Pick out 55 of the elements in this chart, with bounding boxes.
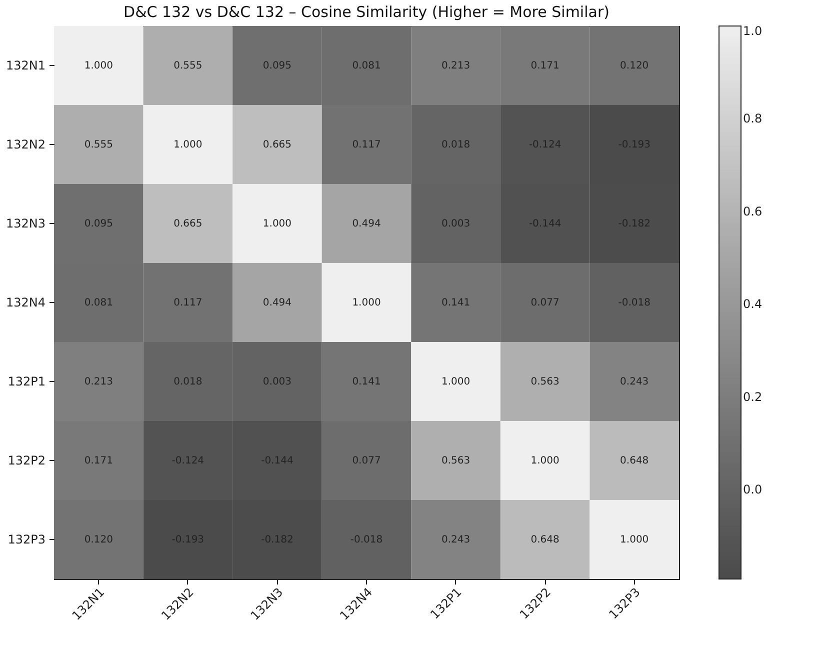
y-tick-label: 132P1 [8,374,46,388]
data-label: 0.077 [530,298,560,308]
data-label: 0.171 [530,60,560,72]
data-label: 0.665 [174,218,202,230]
data-label: 0.494 [352,218,381,230]
data-label: 1.000 [262,218,292,230]
color-bar-label: 1.0 [743,24,762,38]
data-label: 0.018 [441,140,470,150]
data-label: 0.555 [174,60,202,72]
data-label: 0.003 [441,218,470,230]
data-label: -0.018 [350,534,383,546]
data-label: 1.000 [441,376,470,388]
data-label: 0.213 [441,60,470,72]
data-label: 1.000 [174,140,202,150]
data-label: 0.117 [352,140,381,150]
y-tick-label: 132N3 [6,216,46,230]
data-label: 0.213 [84,376,113,388]
y-tick-label: 132P3 [8,532,46,546]
data-label: 0.171 [84,456,113,466]
y-tick-label: 132N4 [6,296,46,310]
data-label: 0.563 [441,456,470,466]
data-label: 1.000 [530,456,560,466]
data-label: 0.120 [620,60,649,72]
data-label: 0.081 [352,60,381,72]
y-tick-label: 132N2 [6,138,46,152]
data-label: 1.000 [84,60,113,72]
data-label: 0.141 [441,298,470,308]
y-tick-label: 132N1 [6,58,46,72]
color-bar-label: 0.8 [743,112,762,126]
data-label: 1.000 [352,298,381,308]
color-bar-label: 0.6 [743,204,762,218]
data-label: 0.095 [84,218,113,230]
data-label: 0.555 [84,140,113,150]
data-label: 0.665 [262,140,292,150]
color-bar-label: 0.0 [743,482,762,497]
color-bar-label: 0.4 [743,297,762,312]
data-label: 0.243 [441,534,470,546]
data-label: -0.018 [618,298,650,308]
color-bar-label: 0.2 [743,390,762,404]
data-label: 0.003 [262,376,292,388]
chart-title: D&C 132 vs D&C 132 – Cosine Similarity (Higher = More Similar) [124,3,610,21]
data-label: 0.648 [530,534,560,546]
data-label: 0.095 [262,60,292,72]
data-label: 1.000 [620,534,649,546]
data-label: 0.018 [174,376,202,388]
data-label: 0.081 [84,298,113,308]
data-label: 0.077 [352,456,381,466]
data-label: 0.563 [530,376,560,388]
data-label: 0.494 [262,298,292,308]
data-label: 0.141 [352,376,381,388]
data-label: 0.648 [620,456,649,466]
y-tick-label: 132P2 [8,454,46,468]
data-label: 0.243 [620,376,649,388]
data-label: 0.117 [174,298,202,308]
data-label: 0.120 [84,534,113,546]
